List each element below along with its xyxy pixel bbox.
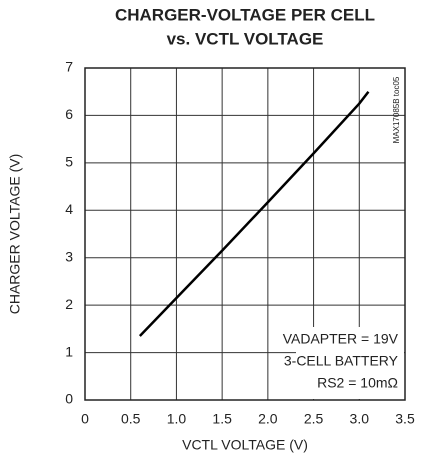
annotation-box: [296, 327, 404, 399]
x-tick-label: 3.5: [395, 411, 415, 427]
plot-frame: [84, 67, 406, 401]
side-note: MAX17085B toc05: [392, 76, 401, 143]
x-tick-label: 3.0: [350, 411, 370, 427]
annotation: 3-CELL BATTERY: [284, 353, 399, 369]
x-tick-label: 2.0: [258, 411, 278, 427]
x-tick-label: 1.5: [212, 411, 232, 427]
x-tick-label: 0: [81, 411, 89, 427]
y-tick-label: 4: [65, 201, 73, 217]
x-axis-label: VCTL VOLTAGE (V): [182, 437, 308, 453]
data-line: [138, 90, 370, 337]
y-tick-label: 1: [65, 343, 73, 359]
y-tick-label: 5: [65, 154, 73, 170]
chart-title: CHARGER-VOLTAGE PER CELL: [115, 5, 375, 24]
y-tick-label: 6: [65, 106, 73, 122]
x-tick-label: 2.5: [304, 411, 324, 427]
y-tick-label: 3: [65, 248, 73, 264]
chart-title: vs. VCTL VOLTAGE: [167, 29, 324, 48]
x-tick-label: 0.5: [121, 411, 141, 427]
y-tick-label: 0: [65, 391, 73, 407]
y-axis-label: CHARGER VOLTAGE (V): [7, 154, 23, 315]
y-tick-label: 7: [65, 59, 73, 75]
annotation: RS2 = 10mΩ: [317, 375, 398, 391]
x-tick-label: 1.0: [167, 411, 187, 427]
annotation: VADAPTER = 19V: [283, 331, 399, 347]
y-tick-label: 2: [65, 296, 73, 312]
